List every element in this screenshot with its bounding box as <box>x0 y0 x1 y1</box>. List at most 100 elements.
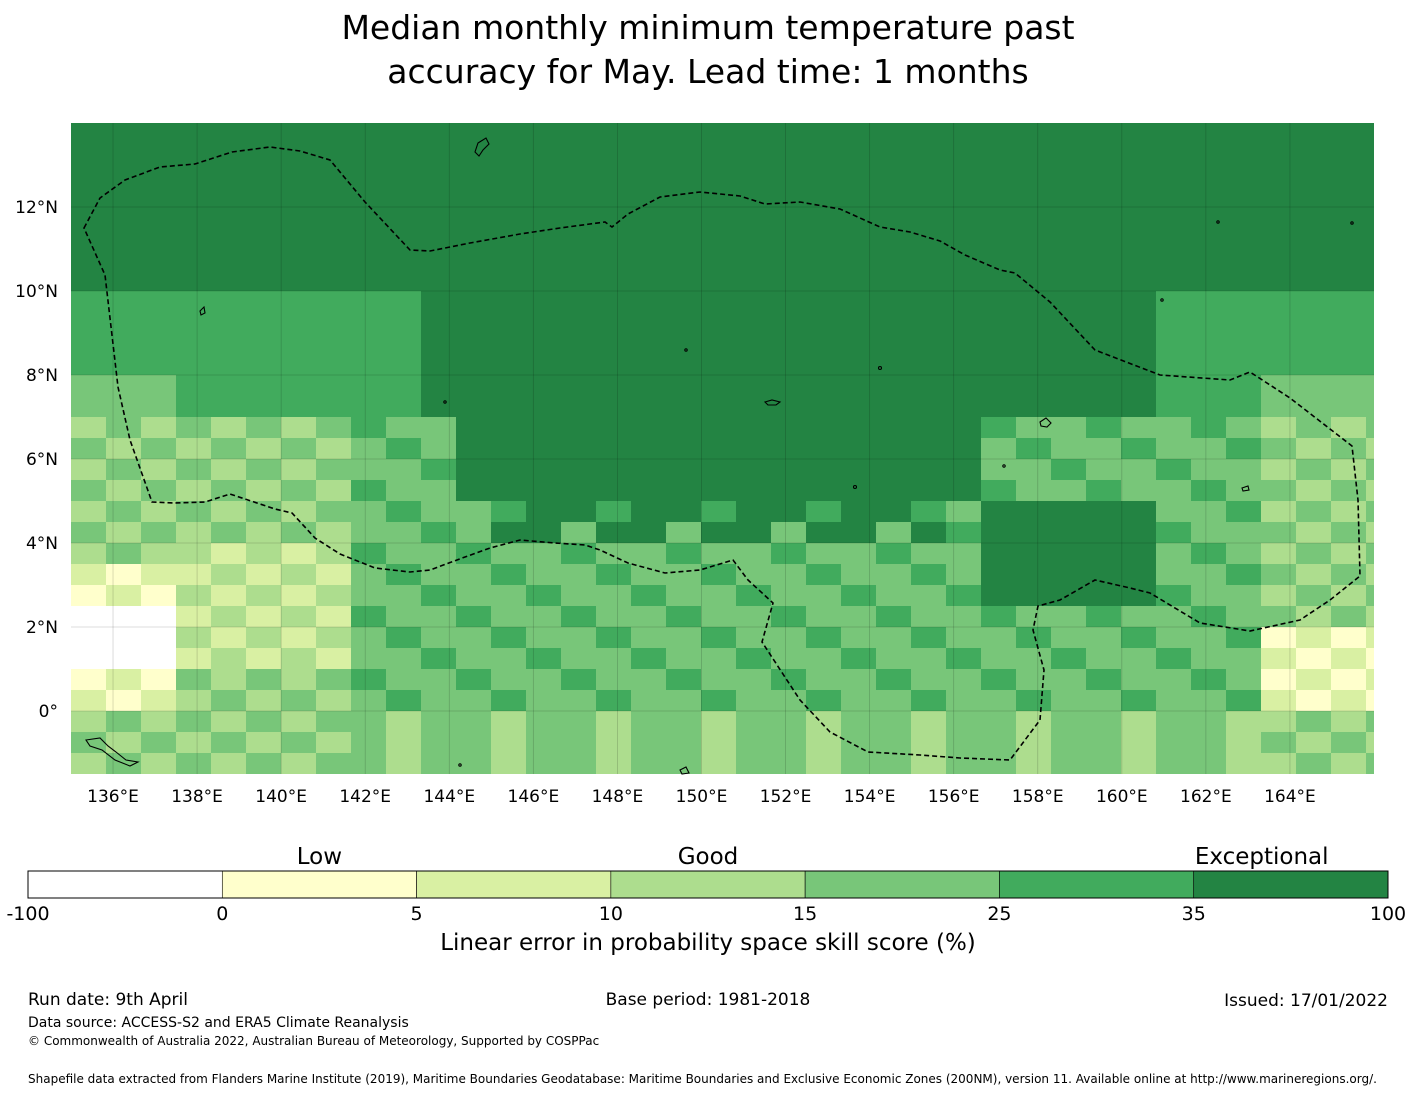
map-cell <box>281 690 316 711</box>
map-cell <box>386 375 421 396</box>
map-cell <box>316 459 351 480</box>
colorbar-tick-labels: -100 0 5 10 15 25 35 100 <box>6 903 1406 925</box>
map-cell <box>1261 564 1296 585</box>
map-cell <box>1261 312 1296 333</box>
map-cell <box>526 501 561 522</box>
map-cell <box>1121 627 1156 648</box>
map-cell <box>841 123 876 144</box>
map-cell <box>106 627 141 648</box>
map-cell <box>526 627 561 648</box>
map-cell <box>1331 354 1366 375</box>
map-cell <box>491 291 526 312</box>
map-cell <box>806 186 841 207</box>
map-cell <box>456 396 491 417</box>
map-cell <box>701 417 736 438</box>
map-cell <box>316 690 351 711</box>
map-cell <box>386 543 421 564</box>
island-dot <box>684 348 688 352</box>
map-cell <box>1156 186 1191 207</box>
map-cell <box>1121 648 1156 669</box>
map-cell <box>106 648 141 669</box>
map-cell <box>526 333 561 354</box>
map-cell <box>946 732 981 753</box>
map-cell <box>771 732 806 753</box>
map-cell <box>246 123 281 144</box>
map-cell <box>456 312 491 333</box>
map-cell <box>1191 354 1226 375</box>
map-cell <box>666 207 701 228</box>
y-axis-ticks: 12°N 10°N 8°N 6°N 4°N 2°N 0° <box>15 198 58 722</box>
map-cell <box>281 354 316 375</box>
map-cell <box>316 144 351 165</box>
map-cell <box>316 753 351 774</box>
map-cell <box>701 669 736 690</box>
map-cell <box>1156 669 1191 690</box>
map-cell <box>666 711 701 732</box>
map-cell <box>106 165 141 186</box>
map-cell <box>1051 438 1086 459</box>
map-cell <box>71 669 106 690</box>
map-cell <box>1296 711 1331 732</box>
map-cell <box>736 396 771 417</box>
map-cell <box>316 228 351 249</box>
map-cell <box>946 375 981 396</box>
map-cell <box>526 144 561 165</box>
map-cell <box>806 480 841 501</box>
map-cell <box>946 690 981 711</box>
map-cell <box>1156 270 1191 291</box>
map-cell <box>421 480 456 501</box>
map-cell <box>1051 249 1086 270</box>
map-cell <box>1086 417 1121 438</box>
map-cell <box>141 648 176 669</box>
map-cell <box>596 648 631 669</box>
map-cell <box>351 543 386 564</box>
map-cell <box>1226 606 1261 627</box>
map-cell <box>211 627 246 648</box>
map-cell <box>141 207 176 228</box>
map-cell <box>1016 165 1051 186</box>
map-cell <box>631 291 666 312</box>
map-cell <box>1121 312 1156 333</box>
map-cell <box>981 144 1016 165</box>
map-cell <box>631 333 666 354</box>
map-cell <box>456 606 491 627</box>
map-cell <box>1086 669 1121 690</box>
map-cell <box>1226 291 1261 312</box>
map-cell <box>71 480 106 501</box>
map-cell <box>526 123 561 144</box>
colorbar-category-label: Low <box>297 844 342 870</box>
run-date: Run date: 9th April <box>28 990 188 1010</box>
map-cell <box>421 270 456 291</box>
map-cell <box>946 753 981 774</box>
map-cell <box>176 333 211 354</box>
map-cell <box>1051 165 1086 186</box>
map-cell <box>771 354 806 375</box>
map-cell <box>1191 711 1226 732</box>
map-cell <box>561 228 596 249</box>
map-cell <box>701 753 736 774</box>
map-cell <box>1016 459 1051 480</box>
map-cell <box>176 669 211 690</box>
map-cell <box>1016 438 1051 459</box>
map-cell <box>1121 186 1156 207</box>
colorbar-tick-label: 15 <box>793 903 817 925</box>
map-cell <box>1016 123 1051 144</box>
map-cell <box>806 459 841 480</box>
map-cell <box>1331 123 1366 144</box>
map-cell <box>1261 144 1296 165</box>
map-cell <box>281 438 316 459</box>
map-cell <box>1086 144 1121 165</box>
map-cell <box>1366 627 1374 648</box>
map-cell <box>386 396 421 417</box>
map-cell <box>526 564 561 585</box>
map-cell <box>491 585 526 606</box>
map-cell <box>736 123 771 144</box>
map-cell <box>1121 249 1156 270</box>
map-cell <box>1331 501 1366 522</box>
map-cell <box>771 480 806 501</box>
map-cell <box>1366 186 1374 207</box>
map-cell <box>106 186 141 207</box>
map-cell <box>316 501 351 522</box>
map-cell <box>561 375 596 396</box>
map-cell <box>1016 564 1051 585</box>
